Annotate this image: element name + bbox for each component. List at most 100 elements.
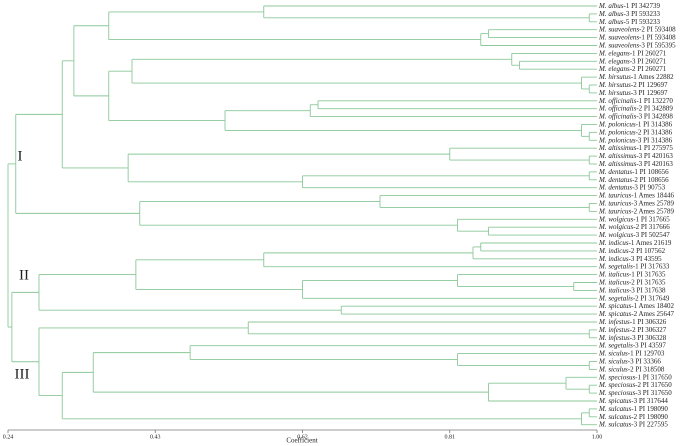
leaf-name: M. altissimus: [598, 152, 637, 160]
leaf-id: -2 PI 107562: [629, 247, 666, 255]
leaf-name: M. officinalis: [598, 96, 637, 104]
leaf-name: M. speciosus: [598, 381, 635, 389]
leaf-id: -1 PI 317635: [629, 270, 666, 278]
leaf-label: M. albus-1 PI 342739: [598, 2, 661, 10]
leaf-id: -3 PI 306328: [630, 333, 667, 341]
leaf-label: M. altissimus-3 PI 420163: [598, 152, 673, 160]
leaf-label: M. speciosus-1 PI 317650: [598, 373, 672, 381]
leaf-label: M. elegans-1 PI 260271: [598, 49, 667, 57]
leaf-name: M. spicatus: [598, 302, 632, 310]
leaf-label: M. spicatus-3 PI 317644: [598, 397, 668, 405]
leaf-label: M. dentatus-3 PI 90753: [598, 183, 666, 191]
leaf-id: -2 PI 317635: [629, 278, 666, 286]
leaf-name: M. wolgicus: [598, 215, 633, 223]
leaf-label: M. hirsutus-1 Ames 22882: [598, 73, 674, 81]
leaf-id: -5 PI 593233: [624, 17, 661, 25]
leaf-name: M. siculus: [598, 357, 628, 365]
leaf-label: M. siculus-3 PI 33366: [598, 357, 661, 365]
leaf-label: M. spicatus-1 Ames 18402: [598, 302, 675, 310]
leaf-label: M. spicatus-2 Ames 25647: [598, 310, 675, 318]
leaf-id: -2 Ames 25789: [631, 207, 674, 215]
leaf-id: -3 PI 317638: [629, 286, 666, 294]
leaf-label: M. suaveolens-1 PI 593408: [598, 33, 676, 41]
leaf-name: M. spicatus: [598, 397, 632, 405]
leaf-name: M. dentatus: [598, 183, 632, 191]
leaf-label: M. segetalis-1 PI 317633: [598, 262, 670, 270]
leaf-name: M. siculus: [598, 349, 628, 357]
leaf-id: -1 PI 129703: [628, 349, 665, 357]
leaf-id: -1 PI 260271: [630, 49, 667, 57]
leaf-name: M. segetalis: [598, 341, 633, 349]
leaf-label: M. wolgicus-2 PI 317666: [598, 223, 670, 231]
leaf-name: M. dentatus: [598, 168, 632, 176]
leaf-id: -3 PI 43597: [633, 341, 667, 349]
leaf-name: M. polonicus: [598, 128, 636, 136]
leaf-name: M. altissimus: [598, 160, 637, 168]
group-label: II: [19, 267, 29, 283]
leaf-name: M. speciosus: [598, 389, 635, 397]
leaf-id: -1 PI 132270: [636, 96, 673, 104]
leaf-label: M. albus-3 PI 593233: [598, 10, 661, 18]
leaf-name: M. siculus: [598, 365, 628, 373]
leaf-label: M. officinalis-3 PI 342898: [598, 112, 673, 120]
leaf-label: M. italicus-1 PI 317635: [598, 270, 666, 278]
leaf-id: -2 PI 317650: [635, 381, 672, 389]
leaf-label: M. siculus-2 PI 318508: [598, 365, 665, 373]
leaf-label: M. altissimus-1 PI 275975: [598, 144, 673, 152]
leaf-name: M. speciosus: [598, 373, 635, 381]
leaf-label: M. officinalis-1 PI 132270: [598, 96, 673, 104]
leaf-id: -3 PI 420163: [636, 152, 673, 160]
leaf-id: -2 PI 318508: [628, 365, 665, 373]
leaf-name: M. sulcatus: [598, 420, 632, 428]
leaf-name: M. albus: [598, 10, 624, 18]
leaf-name: M. indicus: [598, 239, 629, 247]
leaf-id: -1 PI 314386: [636, 120, 673, 128]
leaf-name: M. officinalis: [598, 104, 637, 112]
leaf-name: M. hirsutus: [598, 73, 631, 81]
leaf-name: M. suaveolens: [598, 25, 639, 33]
leaf-id: -3 PI 90753: [632, 183, 666, 191]
leaf-id: -2 PI 108656: [632, 175, 669, 183]
leaf-name: M. sulcatus: [598, 412, 632, 420]
leaf-id: -3 PI 43595: [629, 254, 663, 262]
leaf-id: -2 PI 317666: [633, 223, 670, 231]
leaf-id: -1 Ames 22882: [631, 73, 674, 81]
leaf-label: M. sulcatus-3 PI 227595: [598, 420, 668, 428]
leaf-name: M. indicus: [598, 247, 629, 255]
leaf-name: M. elegans: [598, 57, 630, 65]
leaf-label: M. polonicus-2 PI 314386: [598, 128, 673, 136]
leaf-id: -1 PI 108656: [632, 168, 669, 176]
leaf-id: -2 PI 317649: [633, 294, 670, 302]
leaf-id: -2 PI 342889: [636, 104, 673, 112]
leaf-name: M. dentatus: [598, 175, 632, 183]
leaf-name: M. wolgicus: [598, 231, 633, 239]
leaf-name: M. infestus: [598, 333, 630, 341]
leaf-label: M. polonicus-1 PI 314386: [598, 120, 673, 128]
leaf-label: M. segetalis-2 PI 317649: [598, 294, 670, 302]
leaf-name: M. sulcatus: [598, 405, 632, 413]
leaf-name: M. hirsutus: [598, 81, 631, 89]
leaf-id: -2 PI 593408: [639, 25, 676, 33]
leaf-label: M. infestus-2 PI 306327: [598, 326, 667, 334]
leaf-label: M. polonicus-3 PI 314386: [598, 136, 673, 144]
leaf-id: -2 PI 198090: [631, 412, 668, 420]
leaf-name: M. elegans: [598, 49, 630, 57]
group-label: I: [18, 148, 23, 164]
leaf-name: M. suaveolens: [598, 33, 639, 41]
leaf-name: M. albus: [598, 2, 624, 10]
leaf-name: M. tauricus: [598, 199, 632, 207]
leaf-label: M. tauricus-2 Ames 25789: [598, 207, 675, 215]
leaf-label: M. wolgicus-1 PI 317665: [598, 215, 670, 223]
leaf-label: M. officinalis-2 PI 342889: [598, 104, 673, 112]
leaf-name: M. segetalis: [598, 262, 633, 270]
leaf-id: -2 PI 306327: [630, 326, 667, 334]
leaf-id: -1 PI 306326: [630, 318, 667, 326]
leaf-id: -3 PI 317650: [635, 389, 672, 397]
leaf-label: M. elegans-2 PI 260271: [598, 65, 667, 73]
leaf-id: -1 PI 198090: [631, 405, 668, 413]
x-tick-label: 0.24: [3, 434, 14, 440]
leaf-label: M. speciosus-3 PI 317650: [598, 389, 672, 397]
leaf-label: M. sulcatus-2 PI 198090: [598, 412, 668, 420]
leaf-id: -3 PI 593233: [624, 10, 661, 18]
leaf-id: -3 PI 595395: [639, 41, 676, 49]
